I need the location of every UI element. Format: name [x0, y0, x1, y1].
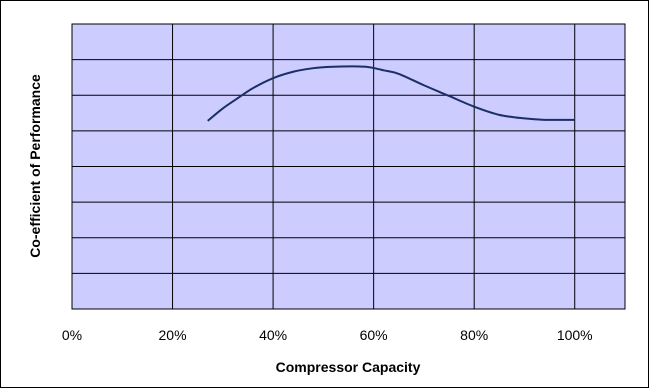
x-tick-label: 40%: [259, 327, 287, 343]
series-layer: [207, 65, 575, 122]
x-tick-label: 0%: [62, 327, 82, 343]
x-tick-label: 80%: [460, 327, 488, 343]
x-axis-tick-labels: 0% 20% 40% 60% 80% 100%: [62, 327, 593, 343]
x-axis-title: Compressor Capacity: [276, 359, 421, 375]
x-tick-label: 100%: [557, 327, 593, 343]
x-tick-label: 20%: [159, 327, 187, 343]
y-axis-title: Co-efficient of Performance: [27, 74, 43, 258]
gridlines: [72, 24, 625, 309]
x-tick-label: 60%: [360, 327, 388, 343]
series-line: [207, 65, 575, 122]
